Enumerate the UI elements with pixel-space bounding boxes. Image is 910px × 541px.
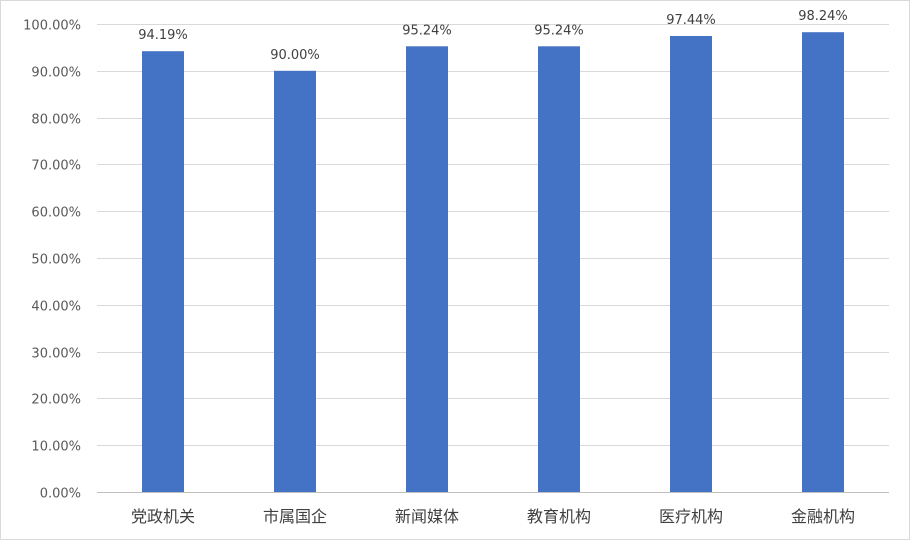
- bar: [802, 32, 844, 492]
- y-tick-label: 60.00%: [31, 206, 81, 221]
- bar: [274, 70, 316, 493]
- x-tick-label: 金融机构: [791, 507, 855, 526]
- bar: [406, 46, 448, 493]
- y-tick-label: 30.00%: [31, 347, 81, 362]
- bar: [538, 46, 580, 493]
- y-tick-label: 50.00%: [31, 253, 81, 268]
- data-label: 98.24%: [798, 9, 848, 24]
- y-tick-label: 70.00%: [31, 159, 81, 174]
- x-axis-ticks: 党政机关 市属国企 新闻媒体 教育机构 医疗机构 金融机构: [131, 507, 855, 526]
- gridlines: [97, 24, 889, 493]
- x-tick-label: 新闻媒体: [395, 507, 459, 526]
- y-tick-label: 10.00%: [31, 440, 81, 455]
- x-tick-label: 市属国企: [263, 507, 327, 526]
- y-tick-label: 20.00%: [31, 393, 81, 408]
- bar: [142, 51, 184, 492]
- y-tick-label: 90.00%: [31, 66, 81, 81]
- data-label: 95.24%: [534, 23, 584, 38]
- y-tick-label: 0.00%: [40, 487, 81, 502]
- data-labels: 94.19% 90.00% 95.24% 95.24% 97.44% 98.24%: [138, 9, 848, 63]
- x-tick-label: 党政机关: [131, 507, 195, 526]
- x-tick-label: 医疗机构: [659, 507, 723, 526]
- y-tick-label: 100.00%: [23, 19, 81, 34]
- bars: [142, 32, 844, 493]
- y-tick-label: 40.00%: [31, 300, 81, 315]
- x-tick-label: 教育机构: [527, 507, 591, 526]
- data-label: 97.44%: [666, 13, 716, 28]
- data-label: 94.19%: [138, 28, 188, 43]
- bar: [670, 36, 712, 492]
- data-label: 90.00%: [270, 48, 320, 63]
- y-axis-ticks: 0.00% 10.00% 20.00% 30.00% 40.00% 50.00% 60.00…: [23, 19, 81, 502]
- data-label: 95.24%: [402, 23, 452, 38]
- y-tick-label: 80.00%: [31, 113, 81, 128]
